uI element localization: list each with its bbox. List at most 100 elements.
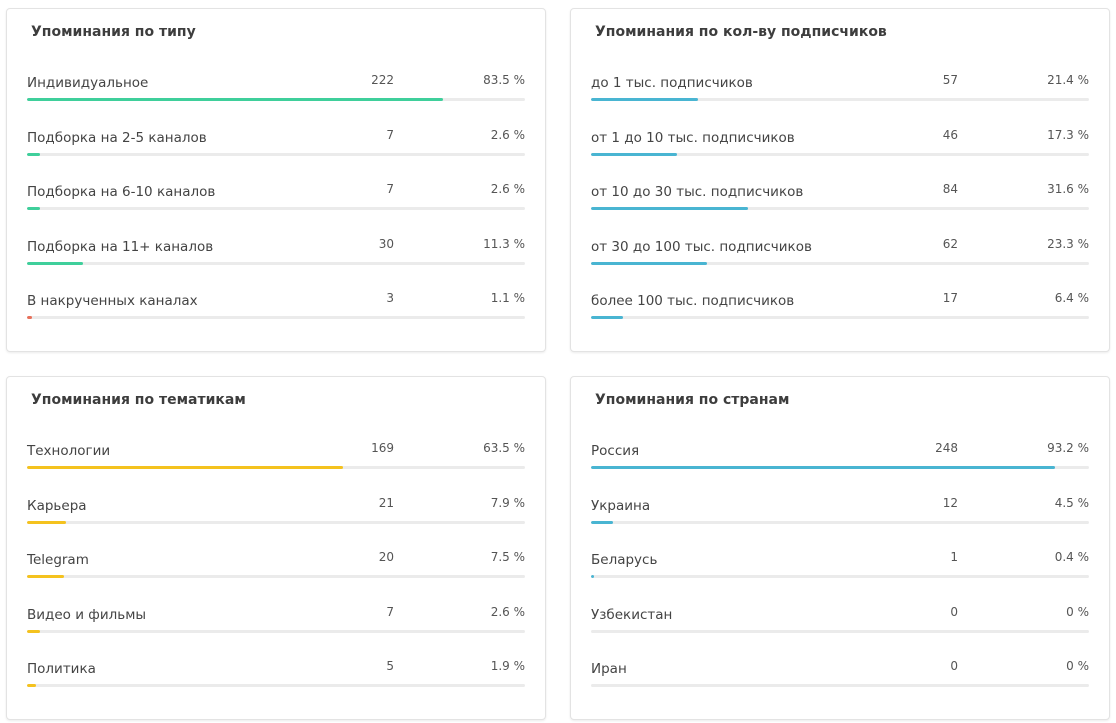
- progress-track: [27, 466, 525, 469]
- stat-percent: 21.4 %: [1047, 73, 1089, 87]
- stat-label: Telegram: [27, 552, 89, 569]
- progress-fill: [591, 98, 698, 101]
- progress-track: [27, 684, 525, 688]
- stat-label: Узбекистан: [591, 606, 673, 623]
- stat-count: 0: [950, 659, 958, 674]
- stat-label: Технологии: [27, 443, 111, 459]
- progress-track: [591, 575, 1089, 579]
- stat-label: Политика: [27, 661, 96, 678]
- stat-count: 21: [378, 495, 394, 510]
- stat-label: В накрученных каналах: [27, 293, 198, 310]
- stat-row: Иран 0 0 %: [591, 659, 1089, 701]
- card-title: Упоминания по странам: [595, 392, 790, 408]
- stat-count: 7: [386, 182, 394, 197]
- stat-percent: 4.5 %: [1054, 495, 1089, 510]
- stat-count: 5: [386, 659, 394, 674]
- progress-track: [591, 261, 1089, 265]
- stat-percent: 0.4 %: [1054, 550, 1089, 565]
- stat-row: от 30 до 100 тыс. подписчиков 62 23.3 %: [591, 236, 1089, 279]
- stat-count: 248: [935, 441, 958, 455]
- stat-row: В накрученных каналах 3 1.1 %: [27, 291, 525, 333]
- stat-row: Индивидуальное 222 83.5 %: [27, 73, 525, 115]
- stat-row: Карьера 21 7.9 %: [27, 495, 525, 538]
- stat-count: 12: [942, 495, 958, 510]
- progress-track: [27, 152, 525, 156]
- stat-row: Подборка на 6-10 каналов 7 2.6 %: [27, 182, 525, 224]
- stat-count: 57: [942, 73, 958, 87]
- progress-track: [27, 629, 525, 633]
- stat-percent: 63.5 %: [483, 441, 525, 455]
- stat-label: более 100 тыс. подписчиков: [591, 293, 795, 310]
- progress-track: [591, 316, 1089, 320]
- progress-fill: [27, 152, 40, 156]
- stat-label: от 30 до 100 тыс. подписчиков: [591, 238, 812, 255]
- progress-fill: [27, 207, 40, 211]
- stat-row: Подборка на 2-5 каналов 7 2.6 %: [27, 127, 525, 170]
- progress-fill: [591, 207, 749, 211]
- stat-label: до 1 тыс. подписчиков: [591, 75, 753, 91]
- stat-row: от 10 до 30 тыс. подписчиков 84 31.6 %: [591, 182, 1089, 224]
- stat-label: Видео и фильмы: [27, 606, 147, 623]
- progress-fill: [591, 575, 594, 579]
- stat-row: Украина 12 4.5 %: [591, 495, 1089, 538]
- progress-fill: [591, 316, 623, 320]
- stat-row: до 1 тыс. подписчиков 57 21.4 %: [591, 73, 1089, 115]
- stat-percent: 0 %: [1066, 659, 1089, 674]
- stat-label: Иран: [591, 661, 627, 678]
- stat-row: Россия 248 93.2 %: [591, 441, 1089, 483]
- stat-percent: 11.3 %: [483, 236, 525, 251]
- stat-percent: 93.2 %: [1047, 441, 1089, 455]
- progress-fill: [27, 261, 84, 265]
- card-mentions-by-type: Упоминания по типу Индивидуальное 222 83.5 …: [6, 8, 546, 352]
- progress-fill: [27, 684, 37, 688]
- stat-percent: 0 %: [1066, 604, 1089, 619]
- stat-percent: 83.5 %: [483, 73, 525, 87]
- stat-label: от 1 до 10 тыс. подписчиков: [591, 129, 795, 146]
- card-title: Упоминания по кол-ву подписчиков: [595, 24, 887, 40]
- stat-percent: 2.6 %: [490, 604, 525, 619]
- progress-track: [27, 98, 525, 101]
- progress-fill: [27, 629, 40, 633]
- stat-label: Украина: [591, 497, 651, 514]
- stat-count: 7: [386, 127, 394, 142]
- stat-label: Подборка на 6-10 каналов: [27, 184, 216, 201]
- progress-track: [591, 684, 1089, 688]
- stat-percent: 1.1 %: [490, 291, 525, 306]
- stat-row: Telegram 20 7.5 %: [27, 550, 525, 592]
- stat-percent: 23.3 %: [1047, 236, 1089, 251]
- progress-track: [27, 261, 525, 265]
- progress-track: [591, 466, 1089, 469]
- progress-fill: [591, 520, 614, 524]
- card-mentions-by-topic: Упоминания по тематикам Технологии 169 63.5…: [6, 376, 546, 720]
- stat-label: Подборка на 11+ каналов: [27, 238, 214, 255]
- stat-label: Россия: [591, 443, 640, 459]
- stat-row: более 100 тыс. подписчиков 17 6.4 %: [591, 291, 1089, 333]
- stat-percent: 2.6 %: [490, 182, 525, 197]
- progress-fill: [27, 520, 67, 524]
- progress-fill: [27, 316, 33, 320]
- progress-track: [591, 207, 1089, 211]
- stat-row: Беларусь 1 0.4 %: [591, 550, 1089, 592]
- stat-row: Видео и фильмы 7 2.6 %: [27, 604, 525, 647]
- progress-fill: [27, 466, 344, 469]
- stat-count: 62: [942, 236, 958, 251]
- progress-track: [27, 207, 525, 211]
- card-title: Упоминания по тематикам: [31, 392, 246, 408]
- stat-count: 30: [378, 236, 394, 251]
- stat-row: Политика 5 1.9 %: [27, 659, 525, 701]
- stat-count: 222: [371, 73, 394, 87]
- stat-label: от 10 до 30 тыс. подписчиков: [591, 184, 804, 201]
- progress-track: [27, 520, 525, 524]
- progress-track: [591, 520, 1089, 524]
- progress-track: [591, 152, 1089, 156]
- stat-percent: 2.6 %: [490, 127, 525, 142]
- stat-count: 1: [950, 550, 958, 565]
- stat-percent: 7.5 %: [490, 550, 525, 565]
- stat-row: Технологии 169 63.5 %: [27, 441, 525, 483]
- stat-count: 169: [371, 441, 394, 455]
- stat-count: 7: [386, 604, 394, 619]
- stat-label: Подборка на 2-5 каналов: [27, 129, 207, 146]
- card-mentions-by-country: Упоминания по странам Россия 248 93.2 % Укра…: [570, 376, 1110, 720]
- progress-fill: [591, 152, 678, 156]
- stat-count: 17: [942, 291, 958, 306]
